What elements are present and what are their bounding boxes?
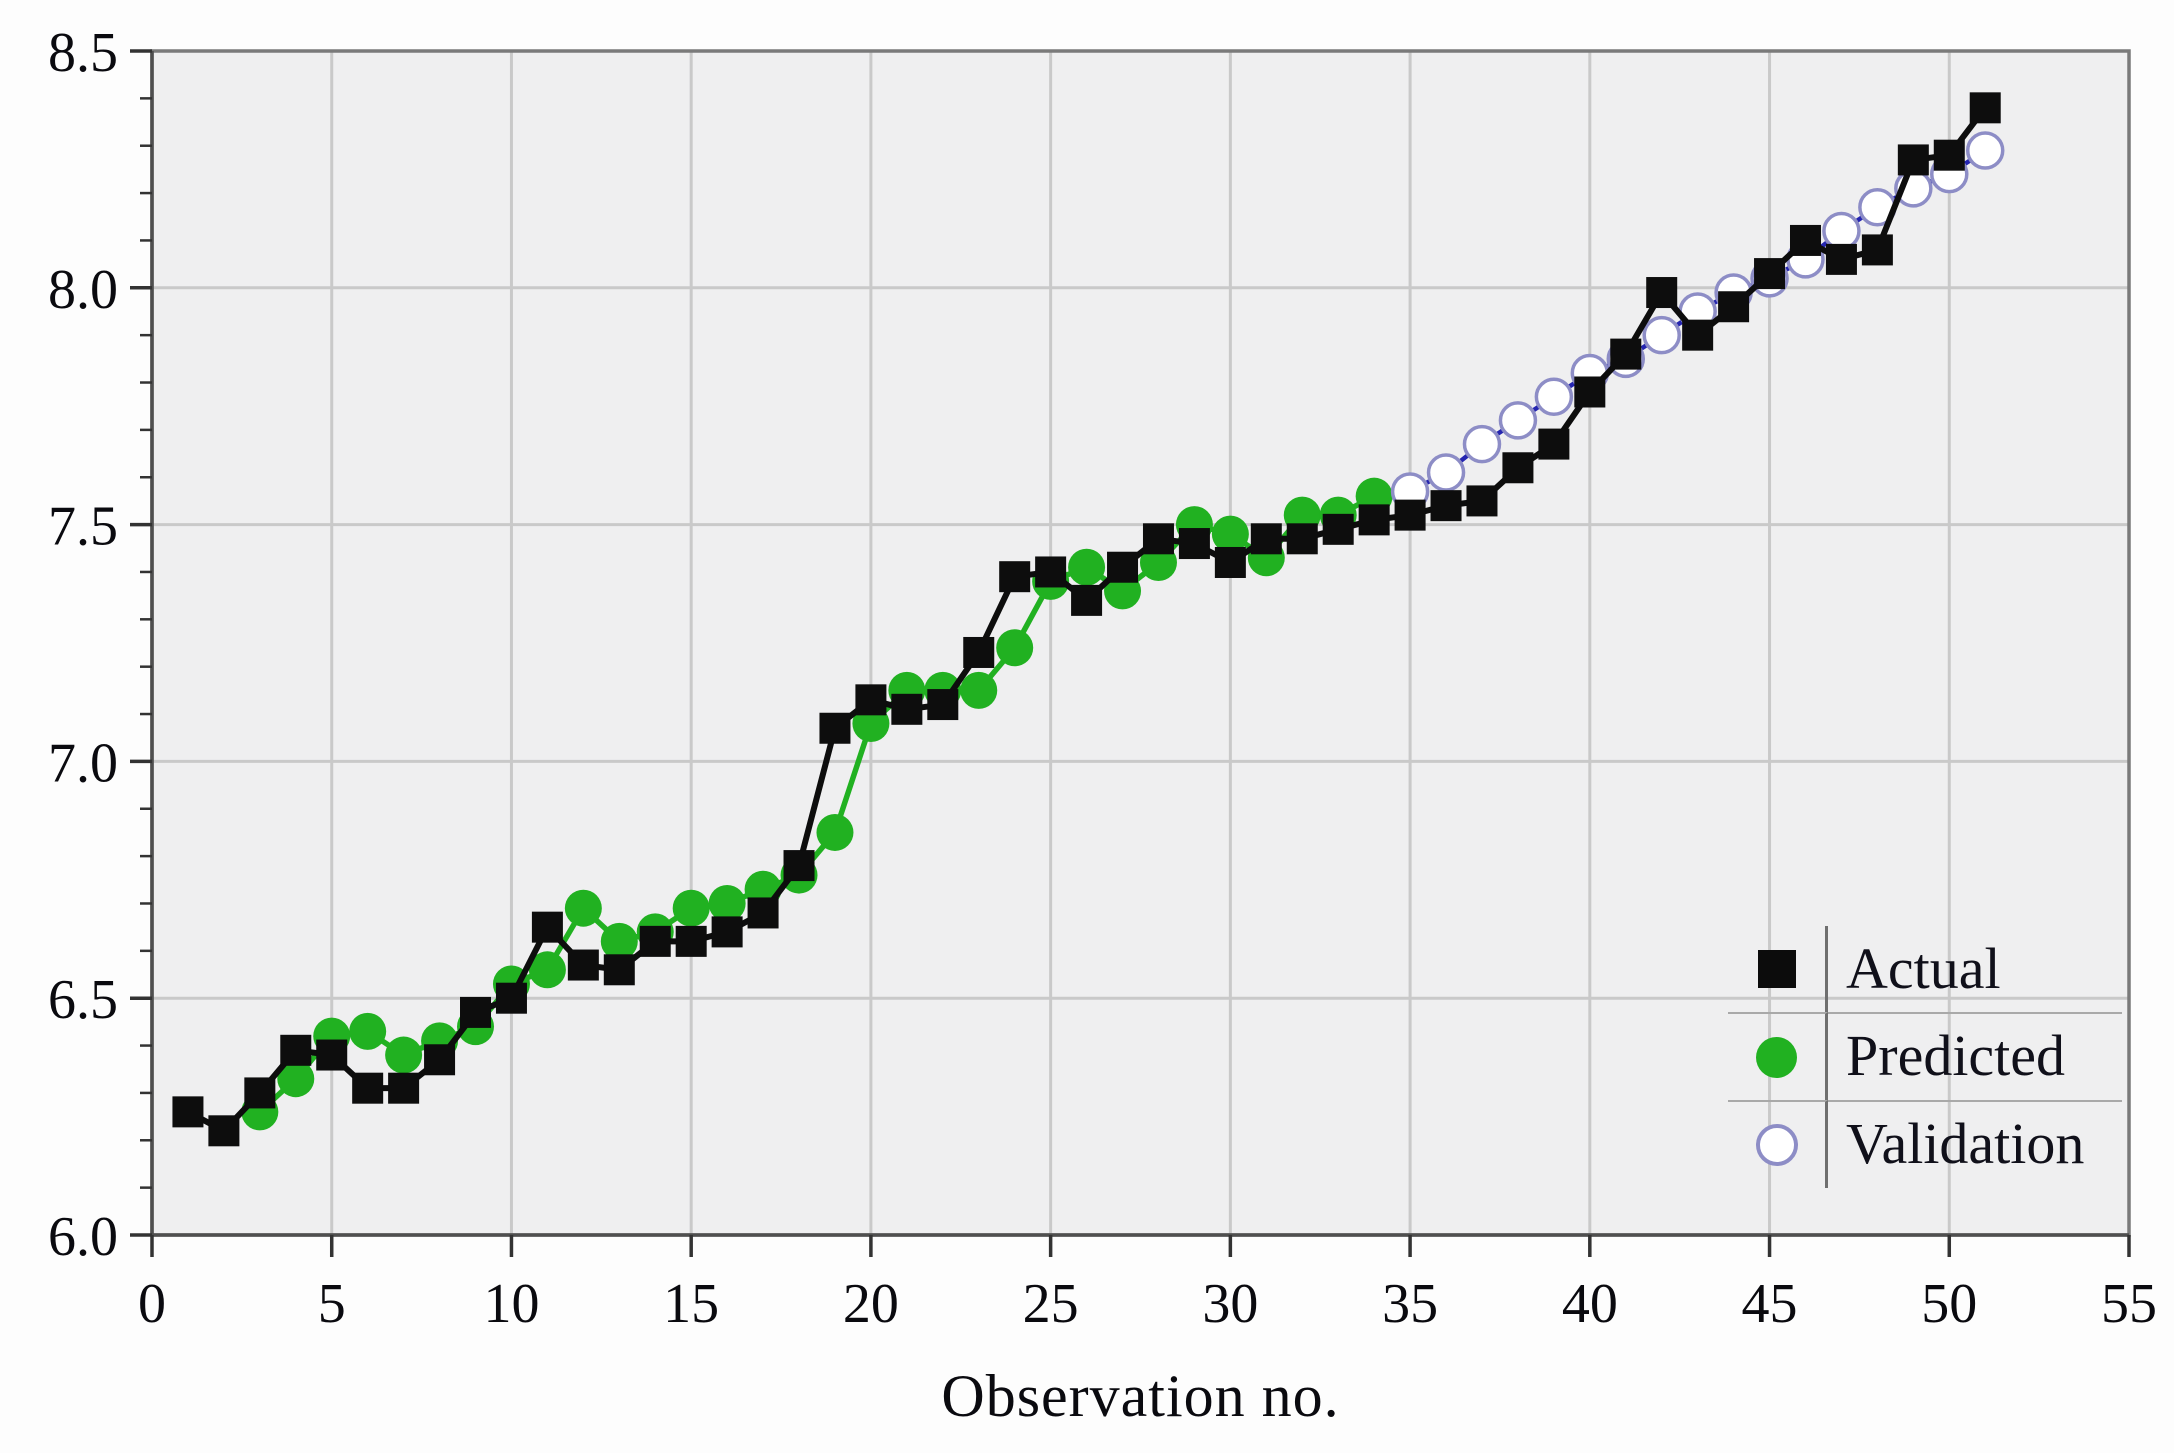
svg-text:5: 5 [318,1273,346,1335]
legend-row-predicted-marker-cell [1728,1012,1828,1100]
legend-row-actual: Actual [1828,926,2122,1012]
plot-border [150,49,2131,1237]
svg-text:7.5: 7.5 [48,496,118,558]
y-tick-labels: 6.0 6.5 7.0 7.5 8.0 8.5 [48,22,118,1268]
actual-square-swatch-icon [1757,950,1796,988]
legend-row-predicted: Predicted [1828,1012,2122,1098]
svg-text:45: 45 [1742,1273,1798,1335]
predicted-circle-swatch-icon [1756,1036,1797,1078]
svg-text:50: 50 [1921,1273,1977,1335]
validation-circle-swatch-icon [1755,1124,1798,1166]
legend-label-predicted: Predicted [1846,1023,2066,1088]
svg-text:55: 55 [2101,1273,2157,1335]
legend-label-actual: Actual [1846,936,2001,1001]
x-tick-labels: 0 5 10 15 20 25 30 35 40 45 50 55 [138,1273,2157,1335]
svg-text:8.0: 8.0 [48,259,118,321]
legend-row-validation: Validation [1828,1100,2122,1186]
svg-text:25: 25 [1023,1273,1079,1335]
svg-text:8.5: 8.5 [48,22,118,84]
svg-text:40: 40 [1562,1273,1618,1335]
legend-label-validation: Validation [1846,1111,2085,1176]
legend-row-validation-marker-cell [1728,1100,1828,1188]
series-actual [172,92,2001,1147]
svg-text:10: 10 [483,1273,539,1335]
svg-text:7.0: 7.0 [48,732,118,794]
svg-text:6.0: 6.0 [48,1206,118,1268]
svg-text:6.5: 6.5 [48,969,118,1031]
svg-text:20: 20 [843,1273,899,1335]
axis-ticks [130,49,2131,1257]
svg-text:15: 15 [663,1273,719,1335]
x-axis-title: Observation no. [941,1363,1340,1429]
legend: Actual Predicted Validation [1728,926,2122,1188]
legend-row-actual-marker-cell [1728,926,1828,1012]
svg-text:0: 0 [138,1273,166,1335]
gridlines [152,51,2129,1235]
svg-text:30: 30 [1202,1273,1258,1335]
svg-text:35: 35 [1382,1273,1438,1335]
